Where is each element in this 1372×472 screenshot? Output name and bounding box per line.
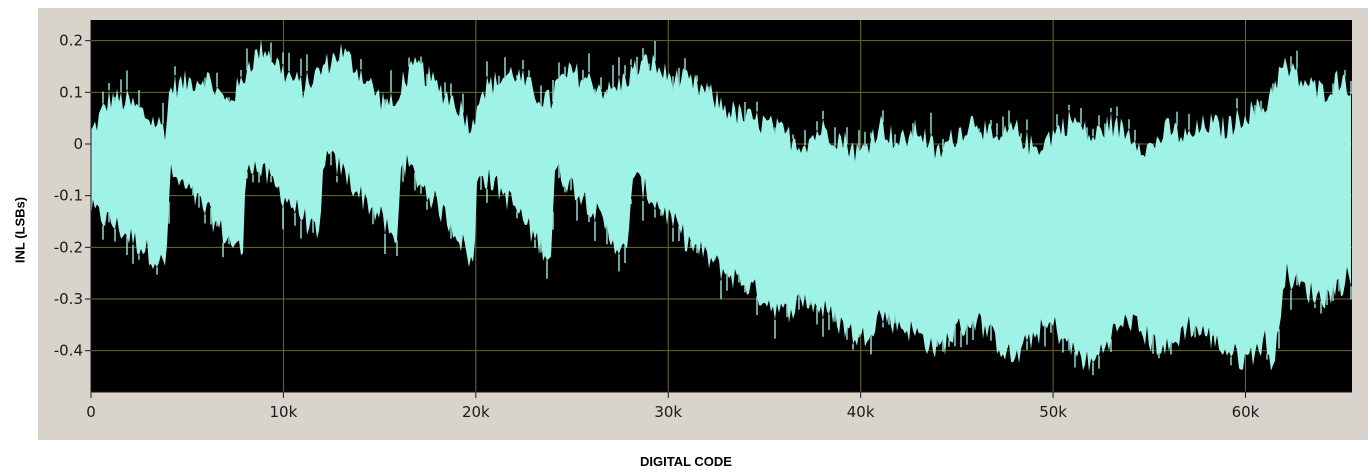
x-tick-label: 0 xyxy=(86,403,96,421)
y-tick-label: -0.1 xyxy=(54,187,83,205)
y-tick-label: -0.4 xyxy=(54,342,83,360)
x-tick-label: 30k xyxy=(654,403,682,421)
x-tick-label: 60k xyxy=(1232,403,1260,421)
x-axis-label: DIGITAL CODE xyxy=(640,454,732,469)
y-axis-label: INL (LSBs) xyxy=(12,196,28,264)
x-tick-label: 40k xyxy=(847,403,875,421)
noise-spike-path xyxy=(102,41,1352,376)
y-tick-label: 0 xyxy=(73,135,83,153)
y-tick-label: -0.3 xyxy=(54,290,83,308)
x-tick-label: 20k xyxy=(462,403,490,421)
x-axis: 0 10k 20k 30k 40k 50k 60k xyxy=(86,391,1352,421)
x-tick-label: 10k xyxy=(270,403,298,421)
y-tick-label: 0.1 xyxy=(59,83,83,101)
y-tick-label: 0.2 xyxy=(59,32,83,50)
noise-spikes xyxy=(102,41,1352,376)
y-tick-label: -0.2 xyxy=(54,238,83,256)
inl-area xyxy=(91,38,1351,372)
x-tick-label: 50k xyxy=(1039,403,1067,421)
y-axis: 0.2 0.1 0 -0.1 -0.2 -0.3 -0.4 xyxy=(54,20,92,392)
